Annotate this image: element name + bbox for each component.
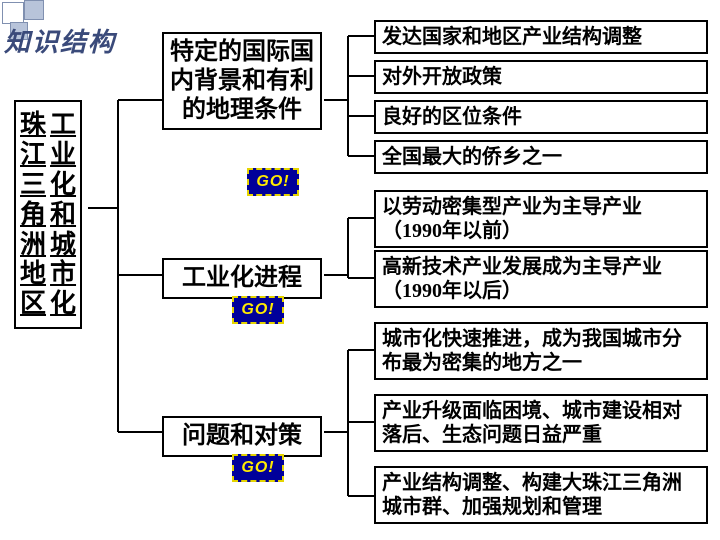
leaf-8: 产业升级面临困境、城市建设相对落后、生态问题日益严重: [374, 394, 708, 452]
leaf-9: 产业结构调整、构建大珠江三角洲城市群、加强规划和管理: [374, 466, 708, 524]
leaf-7: 城市化快速推进，成为我国城市分布最为密集的地方之一: [374, 322, 708, 380]
root-col-1: 珠江三 角洲地 区: [18, 110, 48, 319]
leaf-2: 对外开放政策: [374, 60, 708, 94]
leaf-6: 高新技术产业发展成为主导产业（1990年以后）: [374, 250, 708, 308]
go-badge-1[interactable]: GO!: [247, 168, 299, 196]
page-title: 知识结构: [4, 22, 116, 59]
leaf-3: 良好的区位条件: [374, 100, 708, 134]
root-topic-box: 珠江三 角洲地 区 工业化 和城市 化: [14, 100, 82, 329]
go-badge-3[interactable]: GO!: [232, 454, 284, 482]
mid-box-1: 特定的国际国内背景和有利的地理条件: [162, 32, 322, 130]
root-col-2: 工业化 和城市 化: [48, 110, 78, 319]
mid-box-3: 问题和对策: [162, 416, 322, 457]
leaf-1: 发达国家和地区产业结构调整: [374, 20, 708, 54]
leaf-5: 以劳动密集型产业为主导产业（1990年以前）: [374, 190, 708, 248]
go-badge-2[interactable]: GO!: [232, 296, 284, 324]
mid-box-2: 工业化进程: [162, 258, 322, 299]
leaf-4: 全国最大的侨乡之一: [374, 140, 708, 174]
